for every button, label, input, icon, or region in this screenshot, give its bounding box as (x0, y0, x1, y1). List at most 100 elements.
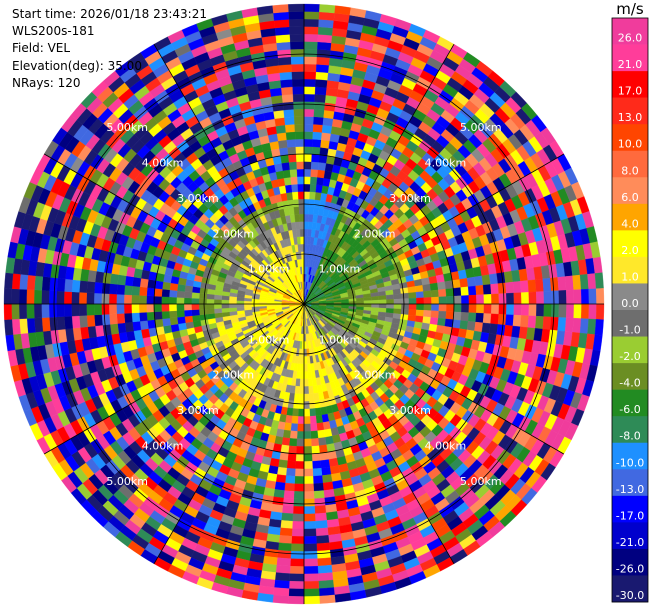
range-gate (278, 535, 292, 544)
range-gate (453, 287, 462, 297)
colorbar-tick-label: -6.0 (619, 403, 640, 416)
range-gate (423, 303, 432, 311)
range-gate (288, 18, 305, 28)
range-gate (292, 521, 305, 530)
range-gate (311, 453, 321, 462)
range-gate (312, 131, 323, 141)
range-gate (408, 297, 417, 305)
range-gate (297, 408, 305, 417)
range-gate (303, 468, 314, 477)
range-gate (587, 273, 597, 290)
range-gate (393, 303, 402, 310)
range-gate (320, 139, 330, 149)
azimuth-spoke (303, 153, 565, 305)
range-gate (283, 490, 295, 499)
range-gate (228, 303, 237, 309)
range-gate (191, 314, 201, 322)
range-gate (131, 285, 141, 296)
range-ring-label: 4.00km (425, 439, 467, 452)
range-gate (461, 303, 470, 313)
range-gate (303, 131, 314, 140)
range-gate (162, 281, 171, 291)
range-gate (117, 322, 127, 334)
range-gate (281, 86, 294, 96)
colorbar: 26.021.017.013.010.08.06.04.02.01.00.0-1… (611, 17, 649, 603)
range-gate (139, 278, 149, 288)
colorbar-bin (612, 44, 648, 72)
start-time-line: Start time: 2026/01/18 23:43:21 (12, 6, 207, 23)
range-gate (168, 296, 177, 305)
range-gate (588, 288, 597, 305)
range-gate (139, 312, 148, 322)
range-gate (94, 270, 105, 283)
range-gate (124, 312, 133, 323)
range-gate (386, 303, 395, 309)
range-gate (277, 177, 286, 187)
range-gate (163, 324, 173, 334)
range-gate (423, 290, 432, 298)
range-gate (289, 430, 298, 439)
range-gate (408, 309, 417, 316)
range-gate (93, 303, 102, 316)
range-gate (282, 429, 291, 439)
range-gate (445, 311, 454, 320)
range-gate (176, 290, 185, 298)
range-gate (437, 317, 446, 327)
colorbar-tick-label: 1.0 (621, 271, 639, 284)
range-ring-label: 5.00km (106, 475, 148, 488)
range-gate (206, 313, 216, 320)
range-gate (290, 558, 305, 567)
range-gate (288, 595, 305, 605)
range-gate (274, 26, 291, 36)
range-gate (505, 314, 514, 327)
range-gate (445, 288, 454, 297)
range-gate (283, 109, 295, 118)
range-gate (401, 298, 410, 305)
range-gate (565, 289, 575, 305)
azimuth-spoke (303, 303, 455, 565)
range-gate (317, 26, 334, 36)
colorbar-tick-label: 26.0 (618, 32, 643, 45)
range-gate (461, 295, 470, 305)
range-gate (430, 310, 439, 319)
range-gate (290, 423, 298, 432)
range-gate (528, 303, 537, 317)
range-grid (4, 4, 604, 604)
range-gate (490, 313, 499, 325)
range-gate (429, 317, 439, 326)
colorbar-bin (612, 363, 648, 390)
range-gate (198, 303, 207, 310)
range-gate (303, 386, 309, 395)
range-gate (535, 278, 544, 292)
range-gate (146, 311, 155, 321)
range-ring-label: 4.00km (142, 439, 184, 452)
range-gate (422, 283, 431, 292)
colorbar-tick-label: -13.0 (616, 483, 644, 496)
range-gate (521, 303, 530, 316)
range-gate (284, 116, 295, 126)
range-gate (291, 63, 305, 72)
range-gate (572, 274, 582, 291)
range-gate (243, 303, 252, 308)
range-gate (313, 116, 324, 126)
range-gate (272, 4, 289, 14)
range-gate (276, 41, 291, 51)
range-gate (315, 71, 329, 81)
range-gate (303, 476, 314, 485)
elevation-value: 35.00 (107, 58, 142, 73)
range-gate (408, 303, 417, 311)
range-gate (300, 236, 305, 245)
range-gate (314, 86, 327, 96)
range-gate (482, 313, 492, 324)
range-gate (280, 79, 293, 88)
range-gate (317, 429, 326, 439)
range-gate (131, 312, 141, 323)
range-gate (303, 356, 308, 365)
colorbar-bin (612, 177, 648, 205)
range-gate (535, 316, 544, 330)
colorbar-bin (612, 522, 648, 550)
range-gate (315, 527, 329, 537)
elevation-label: Elevation(deg): (12, 58, 104, 73)
range-gate (423, 297, 432, 305)
range-gate (154, 288, 163, 297)
